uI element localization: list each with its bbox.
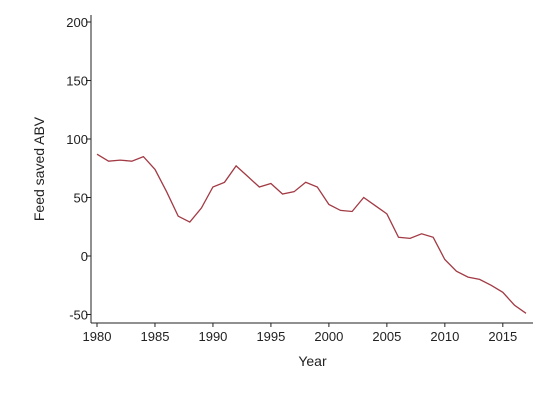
x-tick-label: 1990 — [198, 329, 227, 344]
y-tick-label: 100 — [66, 132, 88, 147]
plot-area: -50 0 50 100 150 200 1980 1985 1990 1995 2000 2005… — [66, 15, 533, 344]
y-tick-label: 50 — [74, 191, 88, 206]
x-axis-title: Year — [298, 353, 327, 369]
y-axis-title: Feed saved ABV — [31, 116, 47, 221]
x-tick-label: 1980 — [83, 329, 112, 344]
x-tick-label: 2010 — [430, 329, 459, 344]
x-tick-label: 1995 — [256, 329, 285, 344]
x-tick-label: 2000 — [314, 329, 343, 344]
y-tick-label: -50 — [69, 308, 88, 323]
x-axis-ticks: 1980 1985 1990 1995 2000 2005 2010 2015 — [83, 323, 517, 344]
series-line — [96, 153, 527, 314]
x-tick-label: 2015 — [488, 329, 517, 344]
y-tick-label: 0 — [81, 249, 88, 264]
x-tick-label: 2005 — [372, 329, 401, 344]
y-tick-label: 150 — [66, 74, 88, 89]
y-tick-label: 200 — [66, 15, 88, 30]
y-axis-ticks: -50 0 50 100 150 200 — [66, 15, 91, 323]
x-tick-label: 1985 — [141, 329, 170, 344]
